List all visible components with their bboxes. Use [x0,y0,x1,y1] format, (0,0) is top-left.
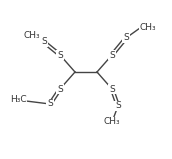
Text: S: S [47,100,53,108]
Text: S: S [41,38,47,46]
Text: CH₃: CH₃ [104,118,120,127]
Text: H₃C: H₃C [10,96,26,104]
Text: S: S [57,51,63,59]
Text: S: S [109,51,115,59]
Text: CH₃: CH₃ [140,24,157,32]
Text: S: S [123,34,129,42]
Text: S: S [115,101,121,111]
Text: S: S [57,84,63,93]
Text: S: S [109,84,115,93]
Text: CH₃: CH₃ [24,31,40,41]
